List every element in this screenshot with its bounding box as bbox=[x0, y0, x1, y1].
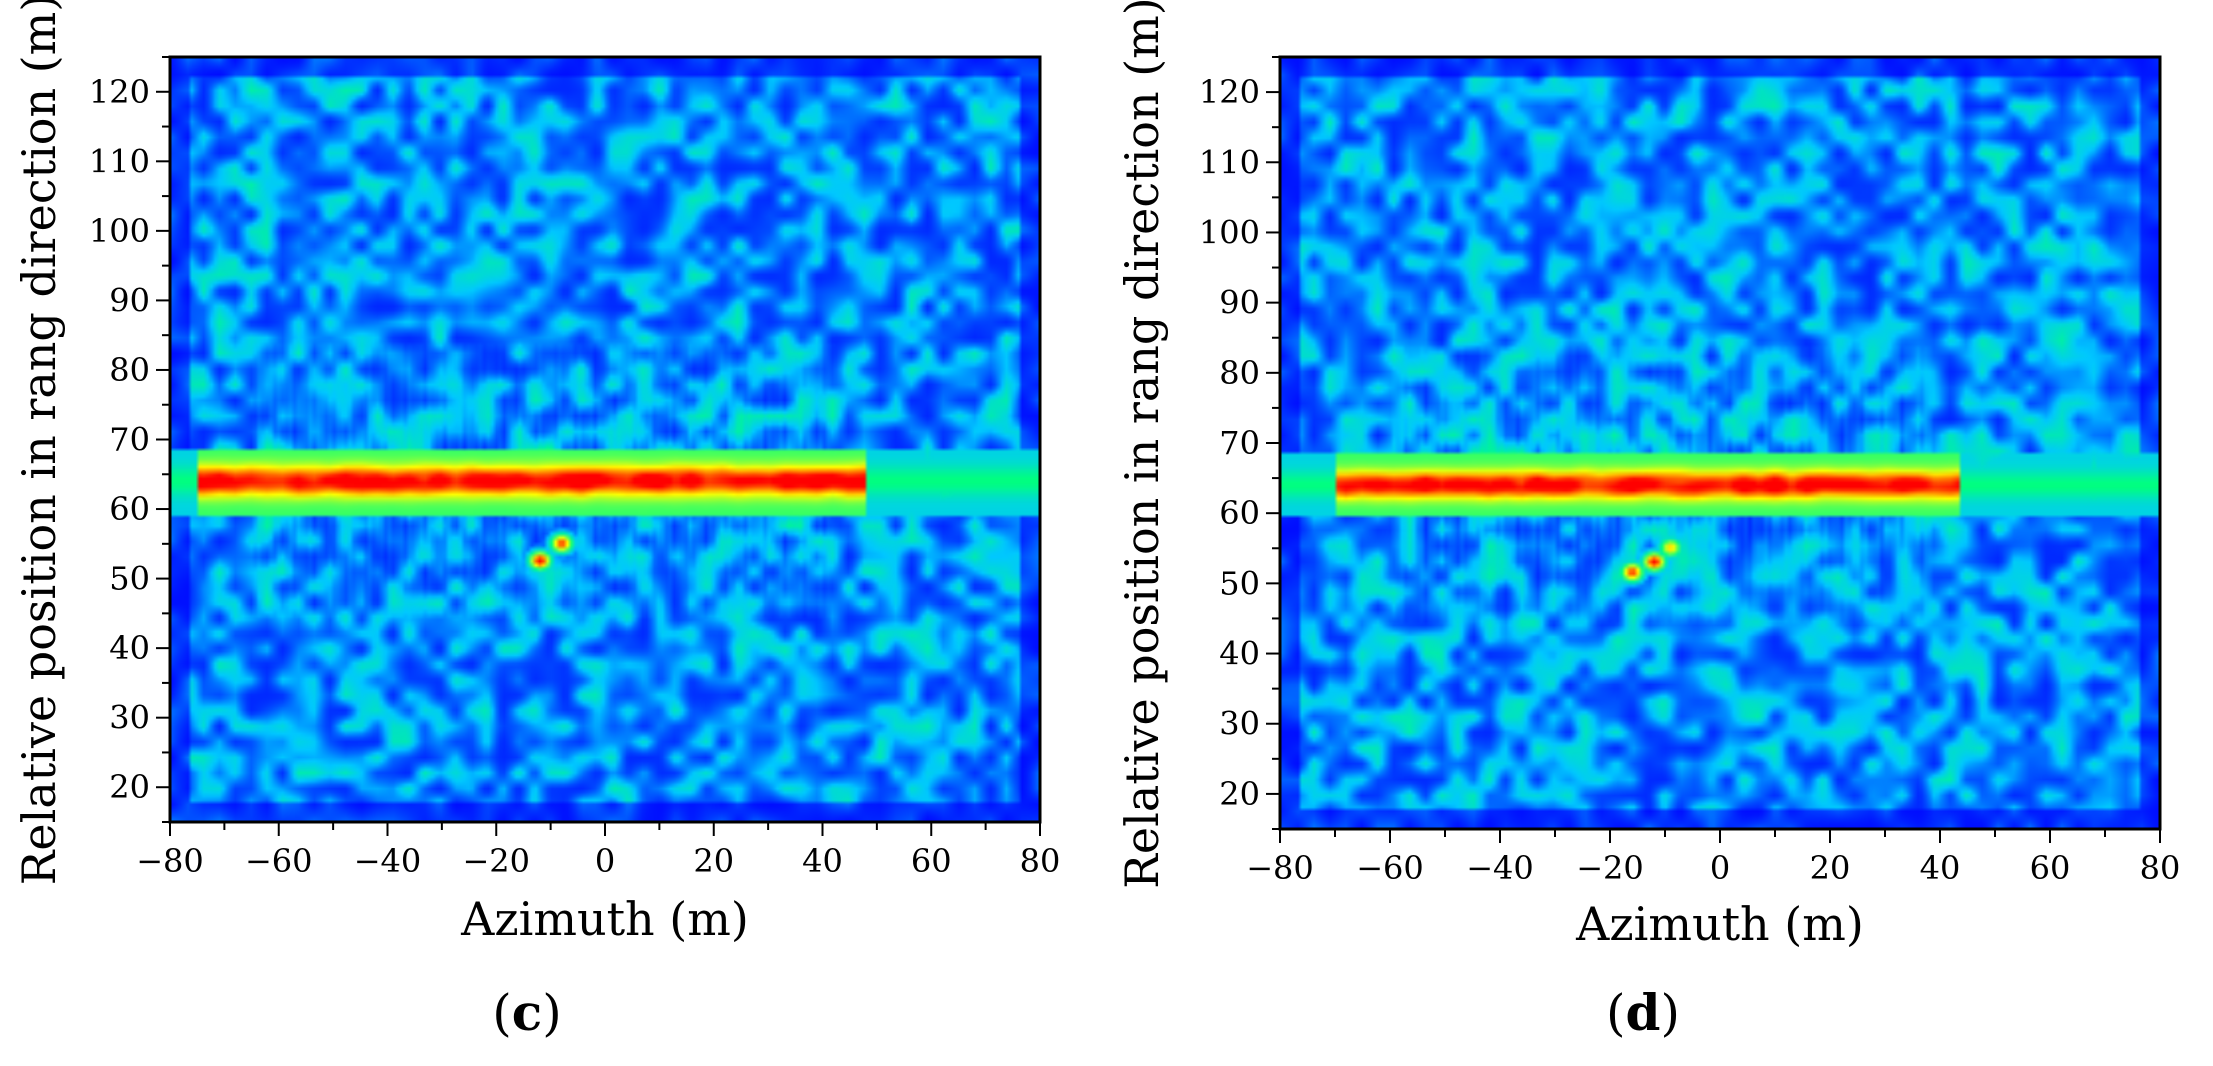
x-tick-label: −40 bbox=[1466, 849, 1534, 887]
y-tick-label: 60 bbox=[109, 490, 150, 528]
panel-label-d: (d) bbox=[1606, 983, 1680, 1042]
y-tick-label: 50 bbox=[109, 560, 150, 598]
y-tick-label: 110 bbox=[89, 142, 150, 180]
x-tick-label: 0 bbox=[1710, 849, 1730, 887]
x-tick-label: 20 bbox=[693, 842, 734, 880]
panel-c: −80 −60 −40 −20 0 20 40 60 80 20 30 40 50 60 70 80 90 10… bbox=[12, 0, 1060, 1042]
y-tick-label: 100 bbox=[89, 212, 150, 250]
y-axis-title-c: Relative position in rang direction (m) bbox=[12, 0, 66, 885]
x-tick-label: −80 bbox=[1246, 849, 1314, 887]
y-tick-label: 90 bbox=[109, 281, 150, 319]
y-axis-title-d: Relative position in rang direction (m) bbox=[1115, 0, 1169, 889]
y-tick-label: 90 bbox=[1219, 284, 1260, 322]
x-tick-label: −20 bbox=[1576, 849, 1644, 887]
y-tick-label: 70 bbox=[1219, 424, 1260, 462]
y-axis-ticks-c: 20 30 40 50 60 70 80 90 100 110 120 bbox=[89, 56, 170, 823]
y-tick-label: 80 bbox=[109, 351, 150, 389]
x-tick-label: 20 bbox=[1810, 849, 1851, 887]
y-tick-label: 110 bbox=[1199, 143, 1260, 181]
heatmap-image-d bbox=[1280, 57, 2160, 829]
x-axis-title-d: Azimuth (m) bbox=[1575, 897, 1864, 951]
x-tick-label: 40 bbox=[802, 842, 843, 880]
x-tick-label: −60 bbox=[245, 842, 313, 880]
y-tick-label: 50 bbox=[1219, 564, 1260, 602]
x-tick-label: −60 bbox=[1356, 849, 1424, 887]
x-tick-label: 0 bbox=[595, 842, 615, 880]
y-tick-label: 40 bbox=[1219, 635, 1260, 673]
x-axis-title-c: Azimuth (m) bbox=[460, 892, 749, 946]
y-axis-ticks-d: 20 30 40 50 60 70 80 90 100 110 120 bbox=[1199, 56, 1280, 830]
y-tick-label: 70 bbox=[109, 421, 150, 459]
x-tick-label: −40 bbox=[354, 842, 422, 880]
y-tick-label: 20 bbox=[1219, 775, 1260, 813]
x-axis-ticks-c: −80 −60 −40 −20 0 20 40 60 80 bbox=[136, 822, 1060, 880]
x-tick-label: −80 bbox=[136, 842, 204, 880]
x-tick-label: 60 bbox=[911, 842, 952, 880]
y-tick-label: 20 bbox=[109, 768, 150, 806]
panel-d: −80 −60 −40 −20 0 20 40 60 80 20 30 40 50 60 70 80 90 10… bbox=[1115, 0, 2180, 1042]
x-tick-label: 40 bbox=[1920, 849, 1961, 887]
y-tick-label: 120 bbox=[1199, 73, 1260, 111]
x-tick-label: −20 bbox=[462, 842, 530, 880]
x-tick-label: 60 bbox=[2030, 849, 2071, 887]
x-tick-label: 80 bbox=[1020, 842, 1061, 880]
y-tick-label: 120 bbox=[89, 73, 150, 111]
y-tick-label: 30 bbox=[109, 699, 150, 737]
x-tick-label: 80 bbox=[2140, 849, 2181, 887]
y-tick-label: 100 bbox=[1199, 213, 1260, 251]
heatmap-image-c bbox=[170, 57, 1040, 822]
y-tick-label: 30 bbox=[1219, 705, 1260, 743]
x-axis-ticks-d: −80 −60 −40 −20 0 20 40 60 80 bbox=[1246, 829, 2180, 887]
y-tick-label: 40 bbox=[109, 629, 150, 667]
y-tick-label: 60 bbox=[1219, 494, 1260, 532]
y-tick-label: 80 bbox=[1219, 354, 1260, 392]
panel-label-c: (c) bbox=[492, 983, 561, 1042]
